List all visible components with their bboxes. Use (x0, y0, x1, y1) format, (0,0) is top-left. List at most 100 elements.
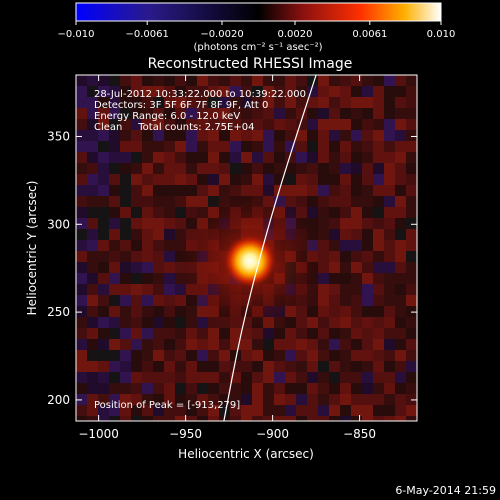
heatmap-cell (373, 141, 384, 152)
heatmap-cell (109, 361, 120, 372)
heatmap-cell (175, 163, 186, 174)
heatmap-cell (274, 339, 285, 350)
heatmap-cell (153, 86, 164, 97)
heatmap-cell (98, 152, 109, 163)
heatmap-cell (98, 306, 109, 317)
heatmap-cell (329, 328, 340, 339)
heatmap-cell (87, 174, 98, 185)
heatmap-cell (87, 229, 98, 240)
heatmap-cell (307, 108, 318, 119)
annotation-time: 28-Jul-2012 10:33:22.000 to 10:39:22.000 (94, 89, 306, 100)
heatmap-cell (76, 75, 87, 86)
heatmap-cell (296, 119, 307, 130)
heatmap-cell (208, 174, 219, 185)
heatmap-cell (285, 163, 296, 174)
heatmap-cell (296, 361, 307, 372)
colorbar-tick-label: −0.0061 (125, 29, 168, 40)
heatmap-cell (252, 361, 263, 372)
heatmap-cell (164, 141, 175, 152)
heatmap-cell (307, 163, 318, 174)
heatmap-cell (340, 130, 351, 141)
heatmap-cell (329, 284, 340, 295)
heatmap-cell (76, 284, 87, 295)
heatmap-cell (285, 328, 296, 339)
heatmap-cell (329, 262, 340, 273)
heatmap-cell (285, 185, 296, 196)
heatmap-cell (164, 273, 175, 284)
heatmap-cell (384, 317, 395, 328)
heatmap-cell (153, 251, 164, 262)
heatmap-cell (274, 174, 285, 185)
heatmap-cell (384, 75, 395, 86)
heatmap-cell (329, 75, 340, 86)
heatmap-cell (362, 317, 373, 328)
heatmap-cell (186, 317, 197, 328)
heatmap-cell (307, 97, 318, 108)
heatmap-cell (340, 141, 351, 152)
heatmap-cell (76, 383, 87, 394)
heatmap-cell (296, 130, 307, 141)
heatmap-cell (329, 394, 340, 405)
heatmap-cell (373, 361, 384, 372)
heatmap-cell (340, 152, 351, 163)
heatmap-cell (142, 306, 153, 317)
heatmap-cell (142, 383, 153, 394)
colorbar-ticks: −0.010 −0.0061 −0.0020 0.0020 0.0061 0.010 (57, 21, 455, 40)
heatmap-cell (285, 152, 296, 163)
heatmap-cell (131, 383, 142, 394)
heatmap-cell (318, 295, 329, 306)
heatmap-cell (406, 108, 417, 119)
heatmap-cell (197, 185, 208, 196)
heatmap-cell (109, 240, 120, 251)
heatmap-cell (285, 119, 296, 130)
heatmap-cell (373, 240, 384, 251)
heatmap-cell (98, 97, 109, 108)
heatmap-cell (164, 339, 175, 350)
heatmap-cell (351, 86, 362, 97)
heatmap-cell (307, 141, 318, 152)
heatmap-cell (318, 372, 329, 383)
heatmap-cell (241, 108, 252, 119)
heatmap-cell (120, 141, 131, 152)
heatmap-cell (142, 174, 153, 185)
heatmap-cell (164, 306, 175, 317)
heatmap-cell (175, 75, 186, 86)
heatmap-cell (263, 394, 274, 405)
heatmap-cell (263, 75, 274, 86)
heatmap-cell (252, 152, 263, 163)
x-tick-label: −1000 (78, 427, 119, 441)
heatmap-cell (340, 163, 351, 174)
heatmap-cell (208, 141, 219, 152)
heatmap-cell (362, 185, 373, 196)
heatmap-cell (384, 262, 395, 273)
heatmap-cell (318, 405, 329, 416)
heatmap-cell (241, 141, 252, 152)
heatmap-cell (373, 273, 384, 284)
heatmap-cell (395, 273, 406, 284)
heatmap-cell (351, 361, 362, 372)
heatmap-cell (241, 405, 252, 416)
heatmap-cell (307, 394, 318, 405)
heatmap-cell (241, 163, 252, 174)
heatmap-cell (131, 207, 142, 218)
heatmap-cell (153, 218, 164, 229)
heatmap-cell (384, 372, 395, 383)
heatmap-cell (263, 141, 274, 152)
heatmap-cell (230, 372, 241, 383)
heatmap-cell (87, 240, 98, 251)
heatmap-cell (384, 130, 395, 141)
heatmap-cell (164, 185, 175, 196)
heatmap-cell (208, 339, 219, 350)
heatmap-cell (131, 350, 142, 361)
heatmap-cell (241, 416, 252, 421)
heatmap-cell (175, 218, 186, 229)
heatmap-cell (197, 416, 208, 421)
heatmap-cell (285, 86, 296, 97)
heatmap-cell (153, 185, 164, 196)
heatmap-cell (406, 163, 417, 174)
heatmap-cell (329, 405, 340, 416)
heatmap-cell (164, 372, 175, 383)
heatmap-cell (164, 130, 175, 141)
heatmap-cell (153, 108, 164, 119)
peak-position-label: Position of Peak = [-913,279] (94, 400, 240, 411)
